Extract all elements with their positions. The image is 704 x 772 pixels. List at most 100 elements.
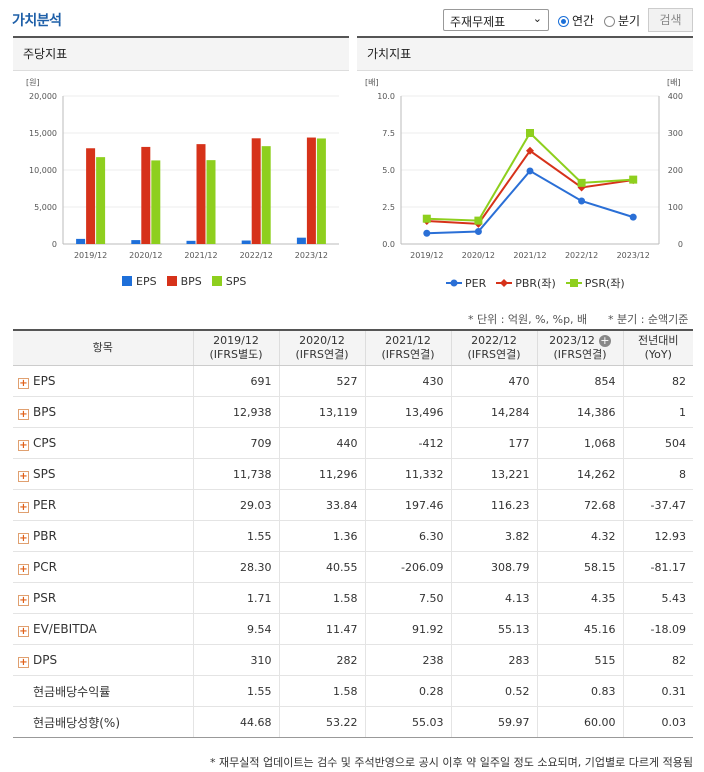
basis-label: (IFRS연결) [295, 348, 349, 361]
series-line-per [426, 169, 634, 235]
value-cell: 33.84 [278, 489, 365, 521]
radio-quarter-label: 분기 [618, 14, 641, 28]
radio-quarter[interactable]: 분기 [604, 12, 640, 29]
row-label: 현금배당수익률 [33, 684, 111, 699]
legend-swatch [166, 276, 177, 286]
expand-icon[interactable]: + [18, 377, 29, 389]
point-marker [474, 227, 482, 235]
y-right-unit-label: [배] [667, 78, 681, 87]
value-cell: 4.32 [536, 520, 623, 552]
value-cell: 72.68 [536, 489, 623, 521]
value-cell: 691 [192, 365, 279, 397]
value-cell: 1.71 [192, 582, 279, 614]
legend-item-sps[interactable]: SPS [211, 275, 246, 288]
legend-item-bps[interactable]: BPS [166, 275, 202, 288]
yoy-cell: 8 [622, 458, 693, 490]
x-tick-label: 2022/12 [240, 251, 273, 260]
row-label-cell[interactable]: + EPS [13, 365, 193, 397]
expand-icon[interactable]: + [18, 532, 29, 544]
expand-icon[interactable]: + [18, 470, 29, 482]
column-header-item: 항목 [13, 330, 193, 366]
value-cell: 6.30 [364, 520, 451, 552]
bar-eps [131, 240, 141, 244]
expand-icon[interactable]: + [18, 656, 29, 668]
row-label-cell[interactable]: + PSR [13, 582, 193, 614]
table-row: + EV/EBITDA 9.54 11.47 91.92 55.13 45.16 -18.09 [13, 613, 693, 645]
yoy-cell: -18.09 [622, 613, 693, 645]
row-label-cell[interactable]: + PBR [13, 520, 193, 552]
expand-icon[interactable]: + [18, 439, 29, 451]
row-label-cell[interactable]: + DPS [13, 644, 193, 676]
expand-icon[interactable]: + [18, 501, 29, 513]
value-cell: 282 [278, 644, 365, 676]
y-unit-label: [원] [26, 78, 40, 87]
radio-unchecked-icon [604, 16, 615, 27]
period-label: 2023/12 [549, 334, 595, 347]
x-tick-label: 2020/12 [129, 251, 162, 260]
value-cell: 45.16 [536, 613, 623, 645]
value-cell: 14,386 [536, 396, 623, 428]
expand-icon[interactable]: + [18, 625, 29, 637]
yoy-label: 전년대비 [638, 334, 679, 347]
row-label-cell[interactable]: + EV/EBITDA [13, 613, 193, 645]
radio-annual[interactable]: 연간 [558, 12, 594, 29]
value-cell: 1,068 [536, 427, 623, 459]
per-share-panel: 주당지표 [13, 36, 349, 298]
value-cell: 59.97 [450, 706, 537, 738]
statement-type-select[interactable]: 주재무제표 ⌄ [443, 9, 549, 31]
add-column-icon[interactable]: + [598, 334, 611, 347]
point-marker [526, 129, 534, 137]
legend-item-pbr[interactable]: PBR(좌) [496, 277, 556, 290]
y-right-tick-label: 0 [678, 240, 683, 249]
legend-item-per[interactable]: PER [446, 277, 486, 290]
row-label: 현금배당성향(%) [33, 715, 121, 730]
value-cell: 44.68 [192, 706, 279, 738]
bar-eps [186, 240, 196, 244]
value-cell: 14,284 [450, 396, 537, 428]
per-share-bar-chart: [원] 0 5,000 10,000 15,000 20,000 2019/12 2020/1… [26, 78, 339, 260]
row-label-cell[interactable]: + PCR [13, 551, 193, 583]
table-row: + EPS 691 527 430 470 854 82 [13, 365, 693, 397]
value-cell: 1.55 [192, 520, 279, 552]
x-tick-label: 2021/12 [513, 251, 546, 260]
table-row: + SPS 11,738 11,296 11,332 13,221 14,262 8 [13, 458, 693, 490]
column-header-period: 2022/12 (IFRS연결) [450, 330, 537, 366]
search-button[interactable]: 검색 [648, 8, 693, 32]
value-cell: 91.92 [364, 613, 451, 645]
per-share-legend: EPS BPS SPS [122, 275, 256, 288]
yoy-cell: -37.47 [622, 489, 693, 521]
value-cell: 854 [536, 365, 623, 397]
row-label-cell: 현금배당수익률 [13, 675, 193, 707]
y-tick-label: 20,000 [29, 92, 57, 101]
value-cell: 527 [278, 365, 365, 397]
value-cell: 308.79 [450, 551, 537, 583]
y-left-tick-label: 5.0 [382, 166, 395, 175]
legend-item-psr[interactable]: PSR(좌) [565, 277, 625, 290]
header-bar: 가치분석 주재무제표 ⌄ 연간 분기 검색 [0, 0, 704, 40]
value-cell: 4.35 [536, 582, 623, 614]
y-tick-label: 5,000 [34, 203, 57, 212]
expand-icon[interactable]: + [18, 563, 29, 575]
legend-item-eps[interactable]: EPS [122, 275, 157, 288]
value-cell: 13,221 [450, 458, 537, 490]
legend-swatch [446, 279, 462, 287]
period-label: 2021/12 [385, 334, 431, 347]
expand-icon[interactable]: + [18, 408, 29, 420]
bar-bps [86, 148, 96, 244]
row-label-cell[interactable]: + SPS [13, 458, 193, 490]
legend-label: PSR(좌) [584, 277, 625, 290]
y-right-tick-label: 400 [668, 92, 683, 101]
row-label-cell[interactable]: + CPS [13, 427, 193, 459]
point-marker [526, 146, 534, 155]
point-marker [629, 175, 638, 184]
yoy-sub-label: (YoY) [644, 348, 672, 361]
point-marker [629, 213, 637, 221]
row-label-cell[interactable]: + BPS [13, 396, 193, 428]
expand-icon[interactable]: + [18, 594, 29, 606]
value-cell: 40.55 [278, 551, 365, 583]
table-row: + PBR 1.55 1.36 6.30 3.82 4.32 12.93 [13, 520, 693, 552]
footnote: * 재무실적 업데이트는 검수 및 주석반영으로 공시 이후 약 일주일 정도 … [210, 756, 693, 769]
y-right-tick-label: 100 [668, 203, 683, 212]
row-label-cell[interactable]: + PER [13, 489, 193, 521]
y-tick-label: 15,000 [29, 129, 57, 138]
